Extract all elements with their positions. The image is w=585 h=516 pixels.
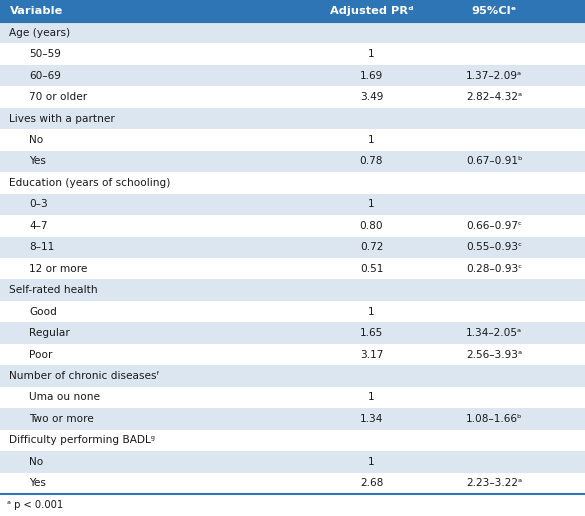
Bar — [0, 365, 585, 386]
Bar — [0, 430, 585, 451]
Text: 0.67–0.91ᵇ: 0.67–0.91ᵇ — [466, 156, 522, 167]
Text: 0.66–0.97ᶜ: 0.66–0.97ᶜ — [466, 221, 522, 231]
Text: 12 or more: 12 or more — [29, 264, 87, 273]
Bar — [0, 322, 585, 344]
Text: Two or more: Two or more — [29, 414, 94, 424]
Text: 0.55–0.93ᶜ: 0.55–0.93ᶜ — [466, 243, 522, 252]
Text: Uma ou none: Uma ou none — [29, 393, 100, 402]
Bar — [0, 280, 585, 301]
Text: 1.69: 1.69 — [360, 71, 383, 80]
Text: 60–69: 60–69 — [29, 71, 61, 80]
Bar — [0, 130, 585, 151]
Bar — [0, 108, 585, 130]
Text: 1: 1 — [368, 307, 375, 317]
Text: 0.28–0.93ᶜ: 0.28–0.93ᶜ — [466, 264, 522, 273]
Text: Regular: Regular — [29, 328, 70, 338]
Text: 0.51: 0.51 — [360, 264, 383, 273]
Text: 2.56–3.93ᵃ: 2.56–3.93ᵃ — [466, 349, 522, 360]
Text: 0.72: 0.72 — [360, 243, 383, 252]
Bar — [0, 301, 585, 322]
Text: 3.17: 3.17 — [360, 349, 383, 360]
Bar — [0, 65, 585, 86]
Bar — [0, 451, 585, 473]
Text: Adjusted PRᵈ: Adjusted PRᵈ — [330, 6, 413, 16]
Text: Education (years of schooling): Education (years of schooling) — [9, 178, 170, 188]
Text: 8–11: 8–11 — [29, 243, 54, 252]
Text: No: No — [29, 135, 43, 145]
Bar — [0, 258, 585, 280]
Bar — [0, 194, 585, 215]
Text: 2.68: 2.68 — [360, 478, 383, 488]
Text: 1.34: 1.34 — [360, 414, 383, 424]
Text: Variable: Variable — [10, 6, 63, 16]
Text: Good: Good — [29, 307, 57, 317]
Text: 95%CIᵉ: 95%CIᵉ — [472, 6, 517, 16]
Text: 1.65: 1.65 — [360, 328, 383, 338]
Text: 1: 1 — [368, 393, 375, 402]
Text: Number of chronic diseasesᶠ: Number of chronic diseasesᶠ — [9, 371, 160, 381]
Text: 1.34–2.05ᵃ: 1.34–2.05ᵃ — [466, 328, 522, 338]
Bar — [0, 408, 585, 430]
Bar — [0, 22, 585, 43]
Text: 1: 1 — [368, 457, 375, 467]
Text: Poor: Poor — [29, 349, 53, 360]
Text: 1: 1 — [368, 199, 375, 209]
Text: 0.80: 0.80 — [360, 221, 383, 231]
Text: 1.37–2.09ᵃ: 1.37–2.09ᵃ — [466, 71, 522, 80]
Text: 0.78: 0.78 — [360, 156, 383, 167]
Text: 3.49: 3.49 — [360, 92, 383, 102]
Text: 1: 1 — [368, 49, 375, 59]
Text: Age (years): Age (years) — [9, 28, 70, 38]
Text: 50–59: 50–59 — [29, 49, 61, 59]
Bar — [0, 236, 585, 258]
Bar — [0, 0, 585, 22]
Text: 0–3: 0–3 — [29, 199, 48, 209]
Bar — [0, 473, 585, 494]
Bar — [0, 344, 585, 365]
Text: Lives with a partner: Lives with a partner — [9, 114, 115, 123]
Bar — [0, 43, 585, 65]
Text: Yes: Yes — [29, 478, 46, 488]
Text: No: No — [29, 457, 43, 467]
Bar — [0, 172, 585, 194]
Bar — [0, 215, 585, 236]
Text: ᵃ p < 0.001: ᵃ p < 0.001 — [7, 500, 63, 510]
Text: 4–7: 4–7 — [29, 221, 47, 231]
Text: 1: 1 — [368, 135, 375, 145]
Text: 2.23–3.22ᵃ: 2.23–3.22ᵃ — [466, 478, 522, 488]
Text: 1.08–1.66ᵇ: 1.08–1.66ᵇ — [466, 414, 522, 424]
Bar — [0, 151, 585, 172]
Text: Yes: Yes — [29, 156, 46, 167]
Text: Difficulty performing BADLᵍ: Difficulty performing BADLᵍ — [9, 436, 155, 445]
Text: 2.82–4.32ᵃ: 2.82–4.32ᵃ — [466, 92, 522, 102]
Bar — [0, 386, 585, 408]
Text: 70 or older: 70 or older — [29, 92, 87, 102]
Text: Self-rated health: Self-rated health — [9, 285, 98, 295]
Bar — [0, 86, 585, 108]
